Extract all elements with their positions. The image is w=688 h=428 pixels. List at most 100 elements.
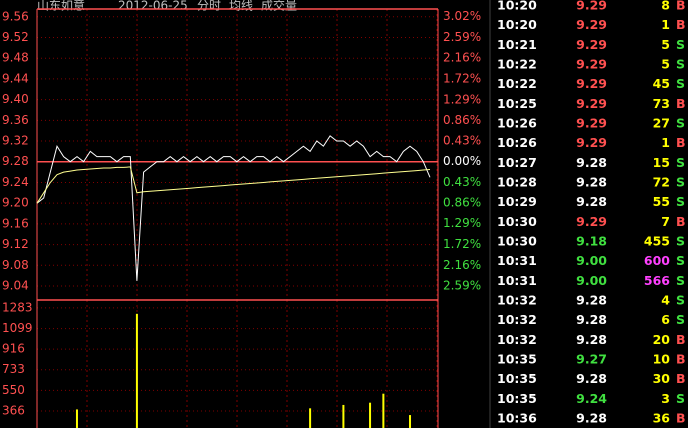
trade-volume: 566 bbox=[644, 273, 670, 288]
trade-price: 9.29 bbox=[576, 76, 607, 91]
trade-side: S bbox=[676, 155, 685, 170]
legend-entry: 均线 bbox=[229, 0, 253, 13]
y2-tick-label: 1.72% bbox=[443, 72, 481, 86]
y-tick-label: 9.32 bbox=[2, 134, 29, 148]
trade-price: 9.29 bbox=[576, 0, 607, 13]
trade-volume: 20 bbox=[653, 332, 671, 347]
y-tick-label: 9.40 bbox=[2, 92, 29, 106]
trade-volume: 45 bbox=[653, 76, 670, 91]
volume-bar bbox=[409, 415, 412, 428]
trade-time: 10:22 bbox=[497, 57, 537, 72]
y-tick-label: 916 bbox=[2, 342, 25, 356]
y-tick-label: 9.48 bbox=[2, 51, 29, 65]
trade-time: 10:26 bbox=[497, 116, 537, 131]
trade-volume: 6 bbox=[661, 312, 670, 327]
y2-tick-label: 1.29% bbox=[443, 216, 481, 230]
y2-tick-label: 0.86% bbox=[443, 196, 481, 210]
legend-entry: 分时 bbox=[197, 0, 221, 13]
y-tick-label: 9.44 bbox=[2, 71, 29, 85]
trade-time: 10:20 bbox=[497, 17, 537, 32]
volume-bar bbox=[309, 408, 312, 428]
trade-time: 10:25 bbox=[497, 96, 537, 111]
y-tick-label: 733 bbox=[2, 362, 25, 376]
y2-tick-label: 1.29% bbox=[443, 92, 481, 106]
trade-side: S bbox=[676, 293, 685, 308]
trade-side: B bbox=[676, 96, 686, 111]
trade-price: 9.00 bbox=[576, 253, 607, 268]
y-tick-label: 9.16 bbox=[2, 216, 29, 230]
trade-time: 10:31 bbox=[497, 253, 537, 268]
y-tick-label: 9.28 bbox=[2, 154, 29, 168]
trade-price: 9.28 bbox=[576, 155, 607, 170]
y-tick-label: 9.56 bbox=[2, 9, 29, 23]
trade-time: 10:30 bbox=[497, 214, 537, 229]
y2-tick-label: 2.59% bbox=[443, 279, 481, 293]
y-tick-label: 9.36 bbox=[2, 113, 29, 127]
trade-price: 9.29 bbox=[576, 214, 607, 229]
trade-side: B bbox=[676, 411, 686, 426]
trade-time: 10:35 bbox=[497, 391, 537, 406]
trade-side: S bbox=[676, 175, 685, 190]
trade-price: 9.29 bbox=[576, 57, 607, 72]
trade-table: 10:20 9.29 8 B10:20 9.29 1 B10:21 9.29 5 S10:22 9.… bbox=[497, 0, 686, 426]
trade-side: B bbox=[676, 17, 686, 32]
y-tick-label: 1099 bbox=[2, 321, 33, 335]
trade-side: B bbox=[676, 135, 686, 150]
trade-time: 10:30 bbox=[497, 234, 537, 249]
y-tick-label: 366 bbox=[2, 404, 25, 418]
trade-volume: 72 bbox=[653, 175, 670, 190]
price-line bbox=[36, 166, 431, 204]
trade-price: 9.29 bbox=[576, 135, 607, 150]
trade-side: S bbox=[676, 194, 685, 209]
trade-side: S bbox=[676, 57, 685, 72]
trade-time: 10:22 bbox=[497, 76, 537, 91]
trade-volume: 3 bbox=[661, 391, 670, 406]
trade-side: S bbox=[676, 116, 685, 131]
trade-price: 9.28 bbox=[576, 175, 607, 190]
trade-side: S bbox=[676, 37, 685, 52]
price-line bbox=[36, 135, 431, 281]
trade-price: 9.27 bbox=[576, 352, 607, 367]
trade-volume: 1 bbox=[661, 17, 670, 32]
trade-time: 10:21 bbox=[497, 37, 537, 52]
trade-time: 10:27 bbox=[497, 155, 537, 170]
trade-price: 9.24 bbox=[576, 391, 607, 406]
y2-tick-label: 0.86% bbox=[443, 113, 481, 127]
trade-time: 10:20 bbox=[497, 0, 537, 13]
y-tick-label: 9.12 bbox=[2, 237, 29, 251]
trade-price: 9.28 bbox=[576, 411, 607, 426]
trade-volume: 4 bbox=[661, 293, 670, 308]
trade-volume: 5 bbox=[661, 37, 670, 52]
date: 2012-06-25 bbox=[118, 0, 188, 13]
trade-time: 10:32 bbox=[497, 332, 537, 347]
trade-price: 9.28 bbox=[576, 312, 607, 327]
trade-price: 9.28 bbox=[576, 194, 607, 209]
trade-volume: 73 bbox=[653, 96, 670, 111]
y-tick-label: 550 bbox=[2, 383, 25, 397]
y2-tick-label: 0.00% bbox=[443, 154, 481, 168]
volume-bar bbox=[369, 402, 372, 428]
volume-bar bbox=[382, 393, 385, 428]
y-tick-label: 9.24 bbox=[2, 175, 29, 189]
trade-price: 9.29 bbox=[576, 17, 607, 32]
y2-tick-label: 3.02% bbox=[443, 9, 481, 23]
trade-price: 9.29 bbox=[576, 116, 607, 131]
y-tick-label: 9.20 bbox=[2, 196, 29, 210]
trade-price: 9.00 bbox=[576, 273, 607, 288]
trade-side: S bbox=[676, 273, 685, 288]
trade-volume: 27 bbox=[653, 116, 670, 131]
trade-price: 9.29 bbox=[576, 96, 607, 111]
trade-time: 10:35 bbox=[497, 352, 537, 367]
y2-tick-label: 2.16% bbox=[443, 50, 481, 64]
y2-tick-label: 0.43% bbox=[443, 175, 481, 189]
y-tick-label: 1283 bbox=[2, 300, 33, 314]
trade-time: 10:31 bbox=[497, 273, 537, 288]
trade-volume: 1 bbox=[661, 135, 670, 150]
y2-tick-label: 1.72% bbox=[443, 237, 481, 251]
trade-price: 9.29 bbox=[576, 37, 607, 52]
trade-volume: 8 bbox=[661, 0, 670, 13]
trade-time: 10:32 bbox=[497, 293, 537, 308]
trade-time: 10:35 bbox=[497, 371, 537, 386]
